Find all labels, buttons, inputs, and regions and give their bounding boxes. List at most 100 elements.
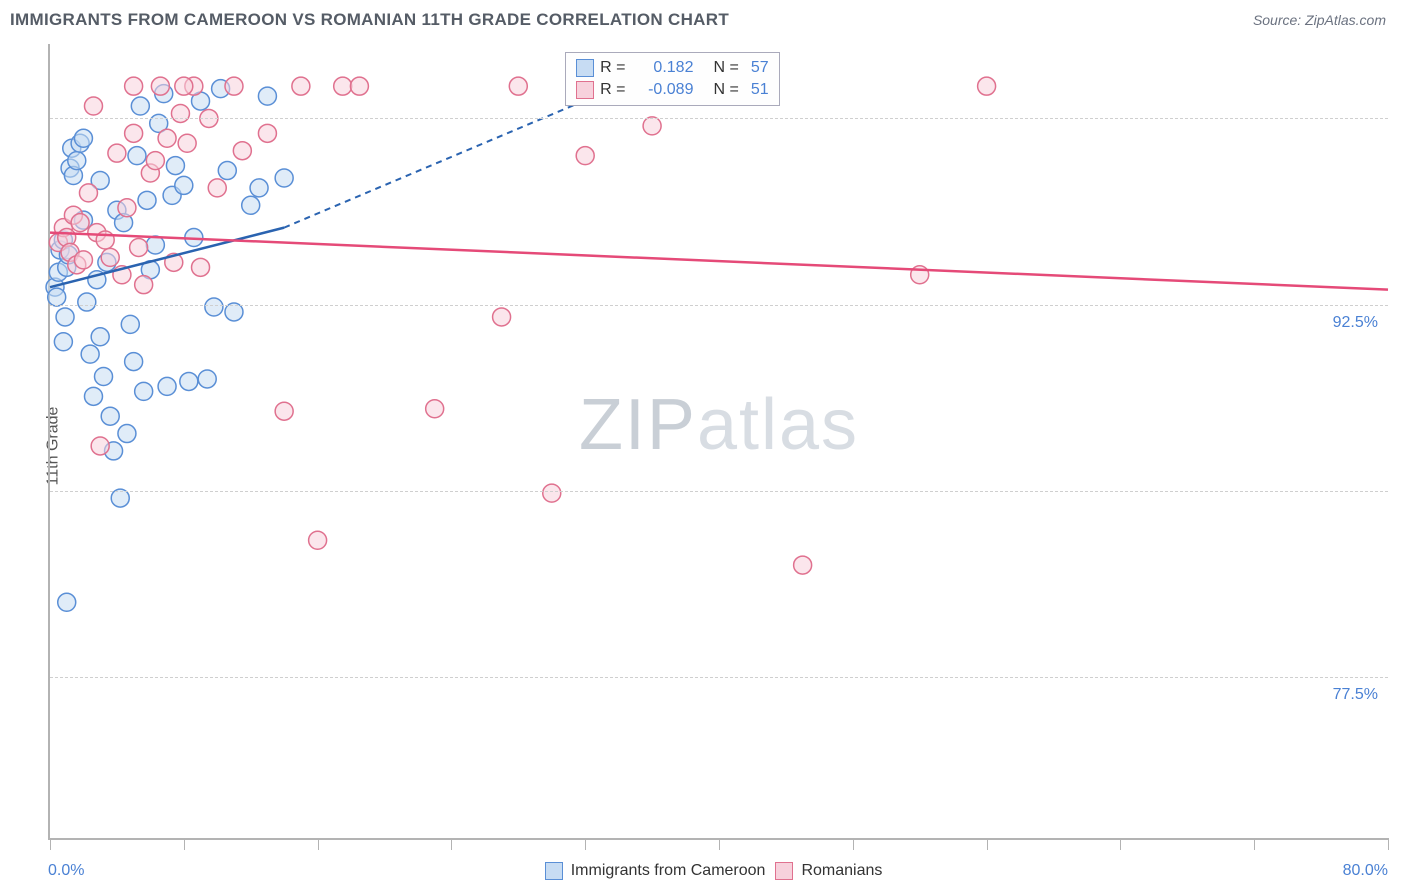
correlation-legend: R =0.182N =57R =-0.089N =51 bbox=[565, 52, 779, 106]
plot-svg bbox=[50, 44, 1388, 838]
data-point bbox=[350, 77, 368, 95]
data-point bbox=[135, 382, 153, 400]
data-point bbox=[68, 152, 86, 170]
data-point bbox=[48, 288, 66, 306]
data-point bbox=[101, 248, 119, 266]
x-axis-max-label: 80.0% bbox=[1343, 862, 1388, 880]
data-point bbox=[121, 315, 139, 333]
data-point bbox=[426, 400, 444, 418]
x-tick bbox=[585, 838, 586, 850]
data-point bbox=[292, 77, 310, 95]
legend-row: R = 0.182 N = 57 bbox=[576, 57, 768, 79]
x-tick bbox=[184, 838, 185, 850]
data-point bbox=[118, 199, 136, 217]
x-axis-min-label: 0.0% bbox=[48, 862, 84, 880]
data-point bbox=[543, 484, 561, 502]
gridline bbox=[50, 491, 1388, 492]
data-point bbox=[158, 377, 176, 395]
y-tick-label: 92.5% bbox=[1333, 314, 1378, 332]
data-point bbox=[225, 77, 243, 95]
data-point bbox=[135, 276, 153, 294]
data-point bbox=[131, 97, 149, 115]
data-point bbox=[151, 77, 169, 95]
data-point bbox=[233, 142, 251, 160]
data-point bbox=[493, 308, 511, 326]
data-point bbox=[509, 77, 527, 95]
gridline bbox=[50, 677, 1388, 678]
data-point bbox=[111, 489, 129, 507]
chart-title: IMMIGRANTS FROM CAMEROON VS ROMANIAN 11T… bbox=[10, 10, 729, 30]
data-point bbox=[130, 238, 148, 256]
legend-n-value: 57 bbox=[751, 57, 769, 79]
data-point bbox=[56, 308, 74, 326]
data-point bbox=[84, 387, 102, 405]
data-point bbox=[158, 129, 176, 147]
data-point bbox=[309, 531, 327, 549]
data-point bbox=[178, 134, 196, 152]
x-tick bbox=[451, 838, 452, 850]
legend-r-label: R = bbox=[600, 57, 625, 79]
data-point bbox=[205, 298, 223, 316]
legend-swatch bbox=[576, 81, 594, 99]
data-point bbox=[146, 152, 164, 170]
data-point bbox=[180, 372, 198, 390]
x-legend-row: 0.0% Immigrants from CameroonRomanians 8… bbox=[48, 862, 1388, 880]
legend-r-value: 0.182 bbox=[637, 57, 693, 79]
source-attribution: Source: ZipAtlas.com bbox=[1253, 12, 1386, 28]
data-point bbox=[78, 293, 96, 311]
x-tick bbox=[1120, 838, 1121, 850]
data-point bbox=[128, 147, 146, 165]
chart-header: IMMIGRANTS FROM CAMEROON VS ROMANIAN 11T… bbox=[0, 0, 1406, 36]
regression-line-dashed bbox=[284, 86, 619, 227]
x-tick bbox=[853, 838, 854, 850]
data-point bbox=[225, 303, 243, 321]
legend-n-label: N = bbox=[713, 57, 738, 79]
data-point bbox=[108, 144, 126, 162]
data-point bbox=[643, 117, 661, 135]
legend-n-value: 51 bbox=[751, 79, 769, 101]
series-legend: Immigrants from CameroonRomanians bbox=[84, 862, 1342, 880]
data-point bbox=[146, 236, 164, 254]
data-point bbox=[91, 437, 109, 455]
data-point bbox=[95, 367, 113, 385]
legend-swatch bbox=[545, 862, 563, 880]
data-point bbox=[125, 124, 143, 142]
data-point bbox=[576, 147, 594, 165]
series-legend-item: Immigrants from Cameroon bbox=[545, 862, 766, 880]
legend-swatch bbox=[576, 59, 594, 77]
data-point bbox=[242, 196, 260, 214]
scatter-chart: ZIPatlas R =0.182N =57R =-0.089N =51 77.… bbox=[48, 44, 1388, 840]
regression-line bbox=[50, 233, 1388, 290]
data-point bbox=[84, 97, 102, 115]
data-point bbox=[208, 179, 226, 197]
data-point bbox=[198, 370, 216, 388]
data-point bbox=[118, 425, 136, 443]
data-point bbox=[250, 179, 268, 197]
data-point bbox=[258, 124, 276, 142]
x-tick bbox=[719, 838, 720, 850]
data-point bbox=[81, 345, 99, 363]
data-point bbox=[74, 129, 92, 147]
data-point bbox=[101, 407, 119, 425]
legend-swatch bbox=[775, 862, 793, 880]
data-point bbox=[171, 104, 189, 122]
data-point bbox=[175, 77, 193, 95]
y-tick-label: 77.5% bbox=[1333, 686, 1378, 704]
gridline bbox=[50, 118, 1388, 119]
x-tick bbox=[1254, 838, 1255, 850]
x-tick bbox=[1388, 838, 1389, 850]
legend-row: R =-0.089N =51 bbox=[576, 79, 768, 101]
legend-r-label: R = bbox=[600, 79, 625, 101]
data-point bbox=[74, 251, 92, 269]
data-point bbox=[125, 353, 143, 371]
legend-n-label: N = bbox=[713, 79, 738, 101]
data-point bbox=[218, 162, 236, 180]
data-point bbox=[192, 258, 210, 276]
series-legend-label: Immigrants from Cameroon bbox=[571, 862, 766, 880]
data-point bbox=[91, 328, 109, 346]
data-point bbox=[79, 184, 97, 202]
data-point bbox=[54, 333, 72, 351]
data-point bbox=[978, 77, 996, 95]
data-point bbox=[275, 169, 293, 187]
data-point bbox=[166, 157, 184, 175]
